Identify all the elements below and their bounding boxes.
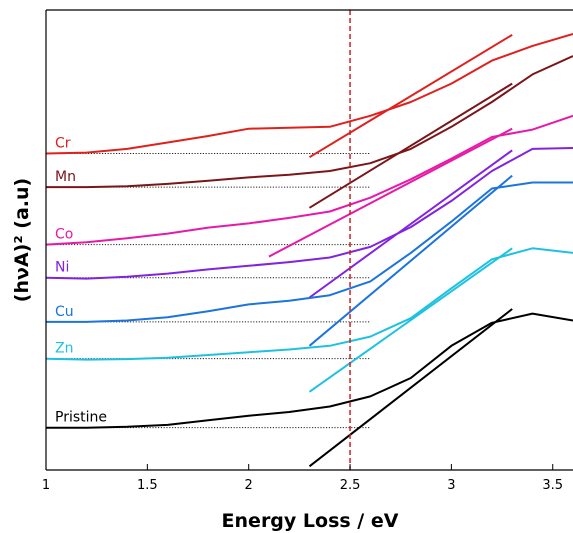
series-label-ni: Ni — [55, 260, 69, 276]
series-line-co — [45, 114, 573, 246]
tangent-lines — [268, 33, 513, 468]
series-line-cr — [45, 32, 573, 155]
tangent-pristine — [308, 308, 513, 468]
tangent-cr — [308, 33, 513, 159]
series-label-cr: Cr — [55, 136, 71, 152]
x-axis-title: Energy Loss / eV — [222, 510, 399, 532]
series-labels: Cr Mn Co Ni Cu Zn Pristine — [55, 136, 107, 426]
series-lines — [45, 32, 573, 429]
x-tick-label-3: 2.5 — [340, 478, 361, 493]
tangent-zn — [308, 247, 513, 393]
series-label-co: Co — [55, 227, 73, 243]
plot-area — [46, 10, 573, 470]
series-line-pristine — [46, 312, 573, 429]
x-tick-label-4: 3 — [447, 478, 455, 493]
axes — [45, 9, 573, 471]
x-ticks: 1 1.5 2 2.5 3 3.5 — [42, 464, 563, 493]
tangent-co — [268, 127, 513, 258]
series-line-mn — [46, 55, 573, 189]
series-label-zn: Zn — [55, 341, 73, 357]
series-label-mn: Mn — [55, 169, 76, 185]
tangent-mn — [308, 82, 513, 209]
series-label-pristine: Pristine — [55, 410, 107, 426]
series-line-zn — [45, 247, 573, 361]
series-line-ni — [45, 147, 573, 280]
x-tick-label-0: 1 — [42, 478, 50, 493]
series-label-cu: Cu — [55, 304, 74, 320]
tangent-cu — [308, 174, 513, 347]
x-tick-label-5: 3.5 — [542, 478, 563, 493]
x-tick-label-1: 1.5 — [137, 478, 158, 493]
tangent-ni — [308, 149, 513, 299]
series-line-cu — [46, 181, 573, 323]
y-axis-title: (hνA)² (a.u) — [11, 178, 33, 302]
x-tick-label-2: 2 — [245, 478, 253, 493]
